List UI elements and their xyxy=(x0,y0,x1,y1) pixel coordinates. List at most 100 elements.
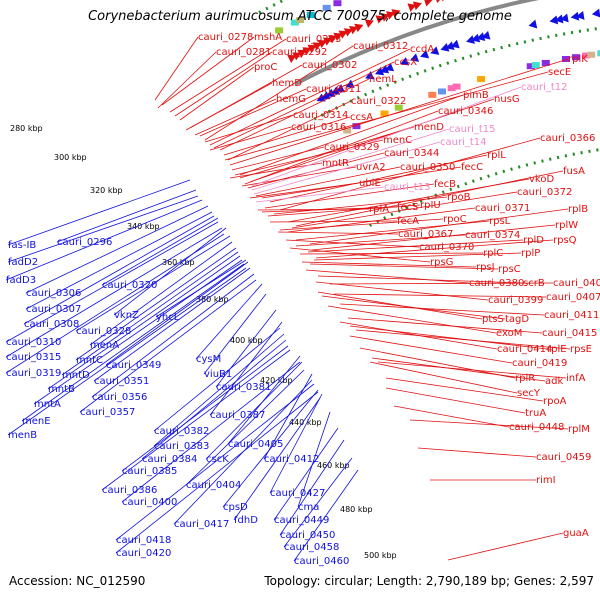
forward-gene-label: rpsE xyxy=(570,344,592,355)
reverse-gene-label: cauri_0460 xyxy=(294,556,349,567)
reverse-label-line xyxy=(153,333,285,447)
reverse-gene-label: cysM xyxy=(196,354,221,365)
reverse-label-line xyxy=(5,227,223,358)
forward-label-line xyxy=(369,361,518,394)
forward-label-line xyxy=(339,303,545,316)
forward-gene-label: rplA xyxy=(369,204,389,215)
reverse-label-line xyxy=(56,189,197,243)
reverse-gene-label: fdhD xyxy=(234,515,258,526)
forward-gene-label: hemG xyxy=(276,94,306,105)
forward-gene-label: fecS xyxy=(397,202,419,213)
reverse-gene-label: cauri_0449 xyxy=(274,515,329,526)
forward-label-line xyxy=(157,51,217,109)
forward-label-line xyxy=(295,234,466,247)
cog-color-block xyxy=(352,123,361,130)
forward-gene-label: ubiE xyxy=(359,178,381,189)
forward-label-line xyxy=(311,224,556,251)
forward-gene-label: rpsL xyxy=(489,216,511,227)
forward-gene-label: cauri_0322 xyxy=(351,96,406,107)
reverse-gene-label: cauri_0357 xyxy=(80,407,135,418)
forward-gene-arrow xyxy=(423,0,433,7)
reverse-gene-label: fas-IB xyxy=(8,240,36,251)
forward-label-line xyxy=(279,137,541,211)
cog-color-block xyxy=(447,85,456,92)
label-leader-lines xyxy=(5,36,571,562)
forward-label-line xyxy=(315,281,489,301)
trna-gene-label: cauri_t15 xyxy=(449,124,496,135)
reverse-gene-arrow xyxy=(335,84,345,93)
forward-gene-label: hemD xyxy=(272,78,302,89)
forward-label-line xyxy=(347,317,543,334)
forward-gene-label: rplM xyxy=(568,424,590,435)
forward-gene-label: fecA xyxy=(397,216,419,227)
forward-gene-label: rplB xyxy=(568,204,588,215)
forward-label-line xyxy=(257,208,370,211)
reverse-gene-label: cauri_0308 xyxy=(24,319,79,330)
forward-gene-label: cauri_0414 xyxy=(497,344,552,355)
cog-color-block xyxy=(333,0,342,7)
reverse-label-line xyxy=(93,267,251,382)
forward-label-line xyxy=(371,357,546,382)
tick-label: 320 kbp xyxy=(90,186,123,195)
reverse-gene-label: cauri_0386 xyxy=(102,485,157,496)
forward-gene-label: rpsG xyxy=(430,257,453,268)
tick-label: 360 kbp xyxy=(162,258,195,267)
forward-gene-arrow xyxy=(439,0,449,2)
trna-gene-label: cauri_t12 xyxy=(521,82,568,93)
forward-label-line xyxy=(359,347,516,379)
tick-label: 480 kbp xyxy=(340,505,373,514)
forward-label-line xyxy=(377,361,567,379)
cog-color-block xyxy=(322,4,331,11)
inner-dotted-ring xyxy=(313,26,600,121)
reverse-label-line xyxy=(61,251,239,376)
forward-label-line xyxy=(285,239,420,248)
reverse-label-line xyxy=(283,457,353,548)
forward-label-line xyxy=(307,239,524,253)
reverse-label-line xyxy=(7,195,199,263)
reverse-gene-label: menA xyxy=(90,340,119,351)
reverse-gene-label: mntD xyxy=(62,370,90,381)
forward-gene-label: cauri_0408 xyxy=(553,278,600,289)
forward-gene-label: fecB xyxy=(434,179,456,190)
forward-gene-label: rplK xyxy=(568,54,588,65)
reverse-gene-label: viuB1 xyxy=(204,369,232,380)
forward-label-line xyxy=(244,110,439,185)
reverse-gene-arrow xyxy=(410,53,420,62)
cog-color-block xyxy=(437,88,446,95)
forward-gene-label: cauri_0448 xyxy=(509,422,564,433)
forward-gene-label: cauri_0459 xyxy=(536,452,591,463)
reverse-gene-label: cauri_0387 xyxy=(210,410,265,421)
reverse-gene-label: cauri_0328 xyxy=(76,326,131,337)
reverse-gene-arrow xyxy=(326,88,336,97)
forward-label-line xyxy=(204,114,294,143)
forward-gene-label: mntR xyxy=(322,158,349,169)
forward-gene-label: cauri_0366 xyxy=(540,133,595,144)
reverse-gene-arrow xyxy=(445,41,455,50)
cog-color-block xyxy=(587,51,596,58)
trna-gene-label: cauri_t14 xyxy=(440,137,487,148)
forward-gene-label: rpIU xyxy=(420,200,441,211)
forward-gene-label: cauri_0316 xyxy=(291,122,346,133)
forward-label-line xyxy=(255,166,401,197)
reverse-label-line xyxy=(273,427,339,521)
forward-label-line xyxy=(409,419,569,430)
reverse-label-line xyxy=(75,247,237,361)
reverse-gene-arrow xyxy=(575,10,585,20)
forward-gene-label: mshA xyxy=(254,32,282,43)
forward-gene-arrow xyxy=(312,42,322,51)
forward-gene-label: cauri_0302 xyxy=(302,60,357,71)
forward-gene-arrow xyxy=(307,44,317,53)
forward-label-line xyxy=(161,36,255,106)
reverse-label-line xyxy=(297,411,331,508)
tick-label: 340 kbp xyxy=(127,222,160,231)
reverse-label-line xyxy=(233,397,321,521)
forward-label-line xyxy=(224,71,549,161)
forward-gene-label: rpoA xyxy=(543,396,567,407)
reverse-gene-label: cauri_0310 xyxy=(6,337,61,348)
forward-label-line xyxy=(185,82,273,131)
reverse-label-line xyxy=(209,321,283,416)
forward-label-line xyxy=(313,252,522,261)
forward-label-line xyxy=(213,61,395,149)
reverse-gene-label: cauri_0412 xyxy=(264,454,319,465)
reverse-gene-label: cauri_0351 xyxy=(94,376,149,387)
